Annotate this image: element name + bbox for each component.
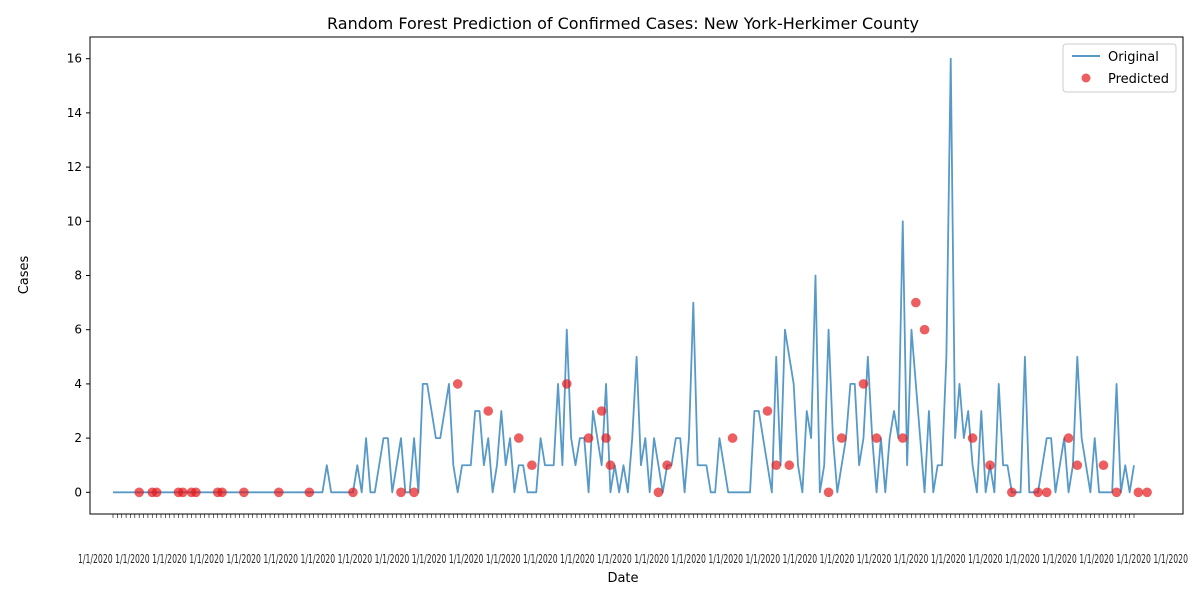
predicted-point [771, 460, 782, 471]
predicted-point [596, 406, 607, 416]
y-tick-label: 2 [74, 431, 82, 445]
predicted-point [1133, 487, 1144, 498]
predicted-point [897, 433, 908, 443]
y-tick-label: 6 [74, 323, 82, 337]
predicted-point [217, 487, 227, 498]
x-tick-labels: 1/1/2020 1/1/2020 1/1/2020 1/1/2020 1/1/… [78, 552, 1188, 566]
series-layer [113, 57, 1152, 498]
predicted-point [483, 406, 494, 416]
predicted-point [583, 433, 594, 443]
legend-original-label: Original [1108, 50, 1159, 65]
predicted-point [836, 433, 847, 443]
predicted-point [653, 487, 664, 498]
predicted-point [527, 460, 537, 471]
predicted-point [967, 433, 978, 443]
predicted-point [178, 487, 188, 498]
predicted-point [1007, 487, 1017, 498]
y-axis: 0 2 4 6 8 10 12 14 16 [67, 52, 90, 499]
predicted-point [727, 433, 738, 443]
y-tick-label: 12 [67, 160, 82, 174]
series-original-line [113, 57, 1135, 494]
predicted-point [784, 460, 795, 471]
predicted-point [561, 379, 572, 389]
predicted-point [274, 487, 284, 498]
legend-predicted-swatch [1081, 73, 1091, 83]
predicted-point [919, 324, 930, 335]
predicted-point [191, 487, 201, 498]
predicted-point [1033, 487, 1043, 498]
predicted-point [348, 487, 358, 498]
legend: Original Predicted [1062, 43, 1177, 93]
predicted-point [662, 460, 672, 471]
predicted-point [605, 460, 616, 471]
predicted-point [985, 460, 995, 471]
x-axis: 1/1/2020 1/1/2020 1/1/2020 1/1/2020 1/1/… [78, 514, 1188, 566]
predicted-point [452, 379, 463, 389]
y-tick-label: 14 [67, 106, 82, 120]
y-tick-label: 0 [74, 485, 82, 499]
y-tick-label: 16 [67, 52, 82, 66]
predicted-point [239, 487, 249, 498]
y-tick-label: 4 [74, 377, 82, 391]
predicted-point [858, 379, 869, 389]
predicted-point [601, 433, 611, 443]
predicted-point [1041, 487, 1052, 498]
predicted-point [823, 487, 834, 498]
predicted-point [1063, 433, 1074, 443]
plot-frame [89, 36, 1184, 515]
predicted-point [911, 297, 921, 308]
predicted-point [1098, 460, 1109, 471]
predicted-point [304, 487, 315, 498]
predicted-point [409, 487, 419, 498]
predicted-point [513, 433, 524, 443]
predicted-point [396, 487, 406, 498]
predicted-point [871, 433, 882, 443]
y-tick-label: 8 [74, 269, 82, 283]
legend-predicted-label: Predicted [1108, 72, 1169, 87]
predicted-point [1111, 487, 1122, 498]
x-axis-label: Date [607, 571, 638, 586]
y-tick-label: 10 [67, 214, 82, 228]
predicted-point [134, 487, 144, 498]
y-axis-label: Cases [17, 255, 32, 294]
predicted-point [1142, 487, 1152, 498]
predicted-point [151, 487, 162, 498]
predicted-point [1072, 460, 1083, 471]
chart-title: Random Forest Prediction of Confirmed Ca… [327, 14, 919, 33]
predicted-point [762, 406, 773, 416]
